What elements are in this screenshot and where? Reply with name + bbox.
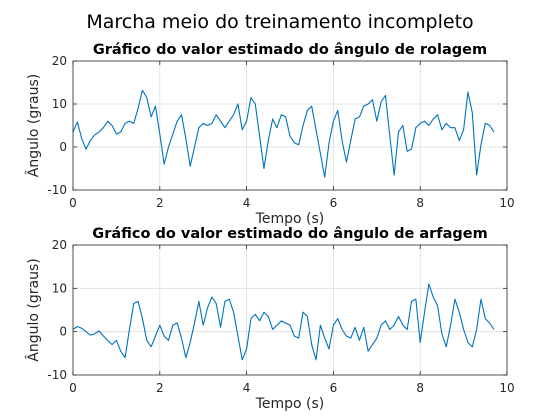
roll-x-tick-label: 6 xyxy=(330,196,338,210)
pitch-x-tick-label: 10 xyxy=(499,381,514,395)
roll-x-tick-label: 2 xyxy=(156,196,164,210)
roll-x-tick-label: 8 xyxy=(416,196,424,210)
pitch-x-tick-label: 6 xyxy=(330,381,338,395)
pitch-x-tick-label: 2 xyxy=(156,381,164,395)
roll-y-tick-label: 10 xyxy=(52,97,67,111)
roll-x-axis-label: Tempo (s) xyxy=(255,211,325,227)
pitch-x-tick-label: 4 xyxy=(243,381,251,395)
roll-plot-area xyxy=(73,61,507,190)
roll-y-tick-label: -10 xyxy=(47,183,67,197)
roll-x-tick-label: 4 xyxy=(243,196,251,210)
roll-x-tick-label: 10 xyxy=(499,196,514,210)
pitch-y-axis-label: Ângulo (graus) xyxy=(24,258,42,361)
pitch-plot-area xyxy=(73,245,507,375)
pitch-x-tick-label: 0 xyxy=(69,381,77,395)
pitch-y-tick-label: 20 xyxy=(52,238,67,252)
pitch-x-tick-label: 8 xyxy=(416,381,424,395)
pitch-y-tick-label: 0 xyxy=(59,325,67,339)
roll-y-tick-label: 0 xyxy=(59,140,67,154)
pitch-chart-title: Gráfico do valor estimado do ângulo de a… xyxy=(92,226,487,242)
roll-x-tick-label: 0 xyxy=(69,196,77,210)
roll-y-tick-label: 20 xyxy=(52,54,67,68)
roll-y-axis-label: Ângulo (graus) xyxy=(24,74,42,177)
figure-title: Marcha meio do treinamento incompleto xyxy=(86,11,473,33)
pitch-y-tick-label: 10 xyxy=(52,281,67,295)
pitch-y-tick-label: -10 xyxy=(47,368,67,382)
roll-chart-title: Gráfico do valor estimado do ângulo de r… xyxy=(93,42,487,58)
pitch-x-axis-label: Tempo (s) xyxy=(255,396,325,412)
